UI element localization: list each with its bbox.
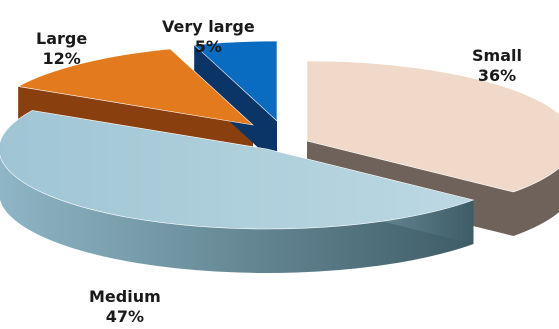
slice-label-large: Large 12% [36, 29, 88, 68]
slice-side-medium [0, 155, 474, 273]
slice-very-large [193, 40, 278, 122]
slice-label-medium: Medium 47% [89, 287, 161, 326]
slice-small [306, 60, 559, 193]
slice-side-very-large [194, 44, 277, 165]
slice-label-very-large: Very large 5% [162, 17, 255, 56]
slice-large [17, 48, 254, 126]
slice-side-small [513, 168, 559, 236]
pie-tops [0, 40, 559, 230]
slice-label-small: Small 36% [472, 46, 522, 85]
slice-medium [0, 110, 475, 230]
